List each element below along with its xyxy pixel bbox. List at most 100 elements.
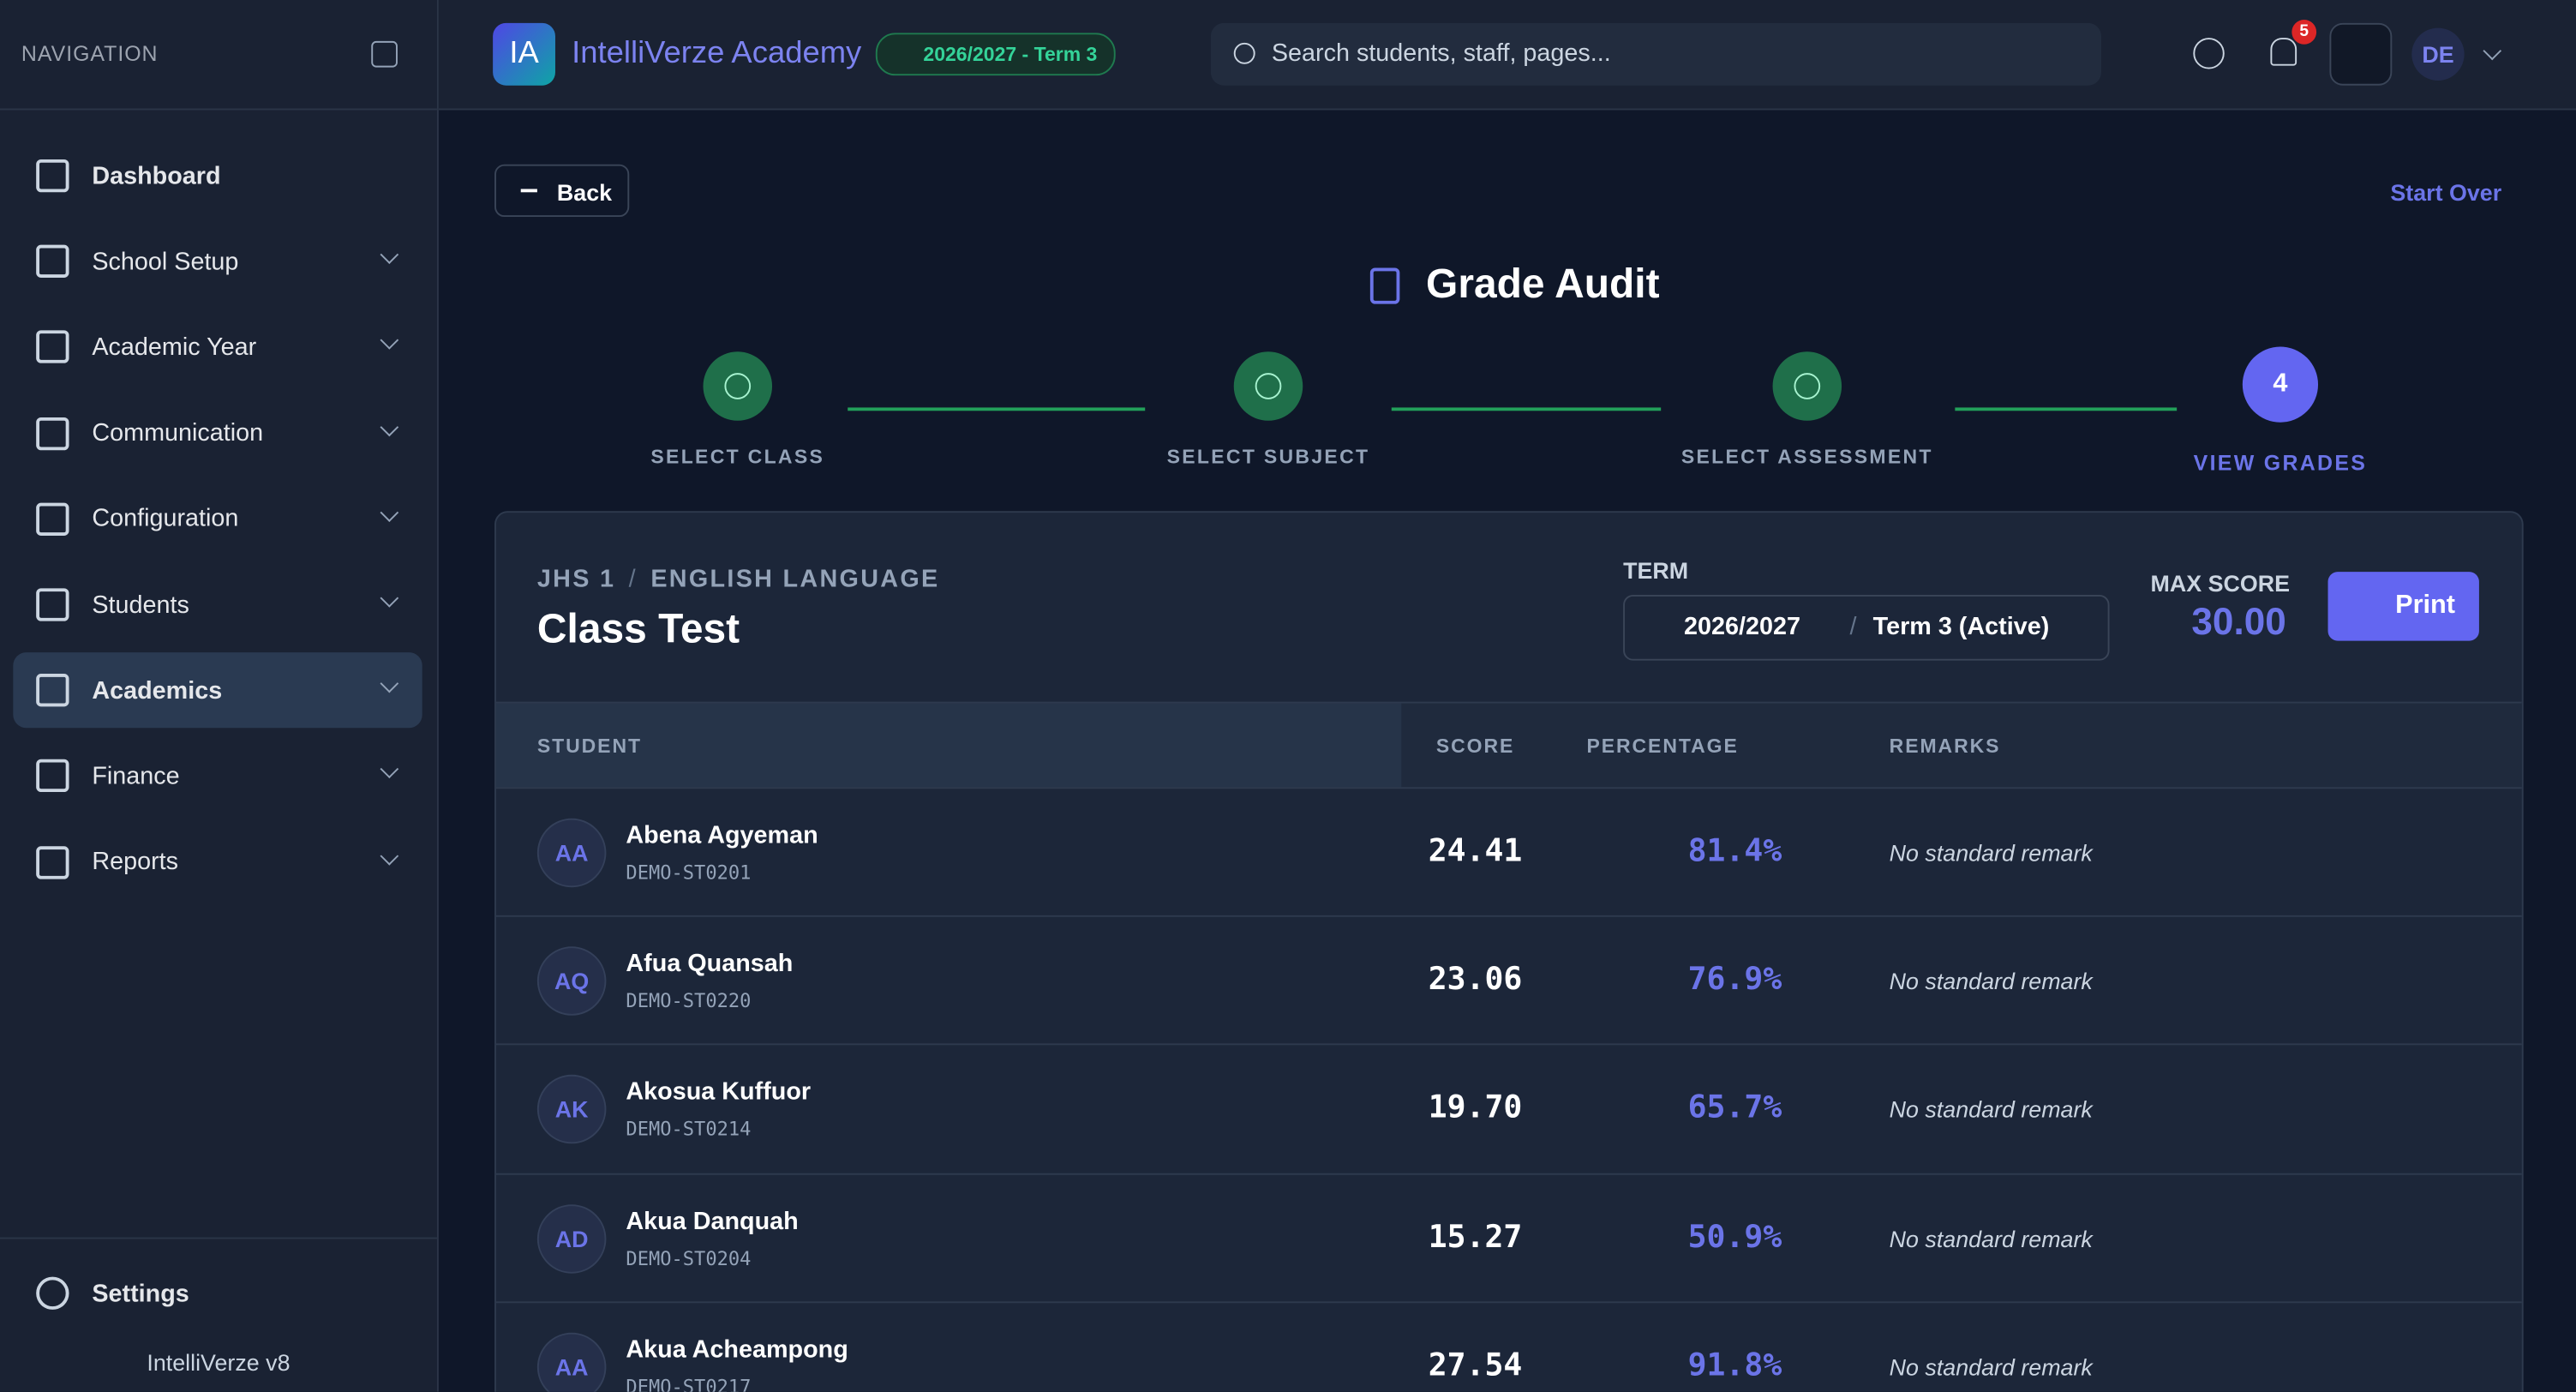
student-name: Akosua Kuffuor [626,1078,812,1107]
step-label: SELECT SUBJECT [1166,445,1370,469]
icon [36,845,69,879]
label: Settings [92,1279,189,1308]
column-header: REMARKS [1889,734,2001,758]
nav-item[interactable]: Communication [13,395,422,471]
column-header[interactable]: SCORE [1435,734,1515,758]
term-selector[interactable]: 2026/2027 / Term 3 (Active) [1623,594,2110,661]
step-connector [848,407,1146,411]
student-id: DEMO-ST0204 [626,1246,752,1270]
sidebar: NAVIGATION Dashboard School Setup Academic… [0,0,439,1392]
avatar: AA [536,818,607,888]
label: Dashboard [92,161,221,190]
chevron [380,675,399,693]
percentage: 76.9% [1687,961,1782,999]
column-header[interactable]: PERCENTAGE [1586,734,1739,758]
score: 19.70 [1428,1089,1523,1126]
score: 27.54 [1428,1347,1523,1383]
logo: IA [493,22,555,86]
step-connector [1955,407,2178,411]
divider [0,1237,437,1239]
score: 24.41 [1428,832,1523,870]
max-score: 30.00 [2191,599,2286,643]
brand[interactable]: IntelliVerze Academy [572,36,862,71]
class: JHS 1 [536,565,616,594]
top-bar: IA IntelliVerze Academy 2026/2027 - Term… [438,0,2576,111]
score: 15.27 [1428,1218,1523,1255]
term[interactable]: Term 3 (Active) [1872,613,2050,641]
label: Academics [92,676,223,705]
start-over[interactable]: Start Over [2390,178,2502,206]
label: Reports [92,848,179,876]
term-label: TERM [1623,556,1689,584]
notifications-button[interactable] [2270,38,2297,66]
avatar: AA [536,1332,607,1392]
table-row[interactable]: AA Akua Acheampong DEMO-ST0217 27.54 91.8% No… [495,1300,2522,1392]
step-label: SELECT CLASS [650,445,825,469]
chevron [380,588,399,608]
subject: ENGLISH LANGUAGE [650,565,940,594]
table-row[interactable]: AQ Afua Quansah DEMO-ST0220 23.06 76.9% No st… [495,915,2522,1045]
student-name: Akua Acheampong [626,1335,848,1364]
theme-toggle[interactable] [2329,22,2393,86]
step-label: VIEW GRADES [2193,450,2368,476]
icon [36,245,69,279]
icon [36,588,69,621]
separator: / [628,565,638,594]
nav-item[interactable]: Academic Year [13,309,422,385]
back-button[interactable]: Back [494,164,630,218]
print-button[interactable]: Print [2327,572,2479,641]
remark: No standard remark [1889,968,2093,995]
icon [36,502,69,536]
nav-item[interactable]: Academics [13,652,422,729]
percentage: 91.8% [1687,1347,1782,1383]
step-current: 4 [2242,346,2319,423]
table-row[interactable]: AD Akua Danquah DEMO-ST0204 15.27 50.9% No st… [495,1173,2522,1302]
breadcrumb: JHS 1 / ENGLISH LANGUAGE [537,565,940,593]
chevron [380,502,399,522]
step-done [1772,351,1842,421]
chevron [380,417,399,436]
avatar[interactable]: DE [2411,27,2465,81]
nav-item[interactable]: Students [13,567,422,642]
nav-item[interactable]: Configuration [13,481,422,556]
collapse-button[interactable] [371,40,398,68]
student-name: Akua Danquah [626,1207,799,1235]
nav-item[interactable]: School Setup [13,224,422,299]
column-header[interactable]: STUDENT [536,734,642,758]
nav-item[interactable]: Dashboard [13,138,422,213]
table-row[interactable]: AK Akosua Kuffuor DEMO-ST0214 19.70 65.7% No … [495,1044,2522,1173]
table-row[interactable]: AA Abena Agyeman DEMO-ST0201 24.41 81.4% No s… [495,787,2522,916]
settings-link[interactable]: Settings [13,1256,422,1331]
label: Configuration [92,505,239,533]
chevron [380,846,399,865]
icon [36,759,69,793]
check-icon [724,373,752,399]
percentage: 50.9% [1687,1218,1782,1255]
icon [36,674,69,707]
chevron [380,331,399,351]
search-icon [1233,42,1255,64]
remark: No standard remark [1889,1096,2093,1124]
student-id: DEMO-ST0201 [626,861,752,885]
title-icon [1369,267,1400,304]
search-box[interactable]: Search students, staff, pages... [1210,22,2101,86]
check-icon [1794,373,1821,399]
icon [36,417,69,450]
divider [0,108,437,111]
account-menu[interactable] [2483,41,2502,61]
avatar: AD [536,1203,607,1273]
remark: No standard remark [1889,839,2093,867]
nav-item[interactable]: Finance [13,739,422,814]
notification-count: 5 [2291,20,2317,45]
icon [36,159,69,193]
nav-item[interactable]: Reports [13,825,422,900]
table-header: STUDENT SCORE PERCENTAGE REMARKS [495,701,2522,788]
student-id: DEMO-ST0214 [626,1118,752,1142]
remark: No standard remark [1889,1353,2093,1380]
year[interactable]: 2026/2027 [1684,613,1800,641]
check-icon [1255,373,1282,399]
help-button[interactable] [2193,38,2225,69]
icon [36,331,69,364]
